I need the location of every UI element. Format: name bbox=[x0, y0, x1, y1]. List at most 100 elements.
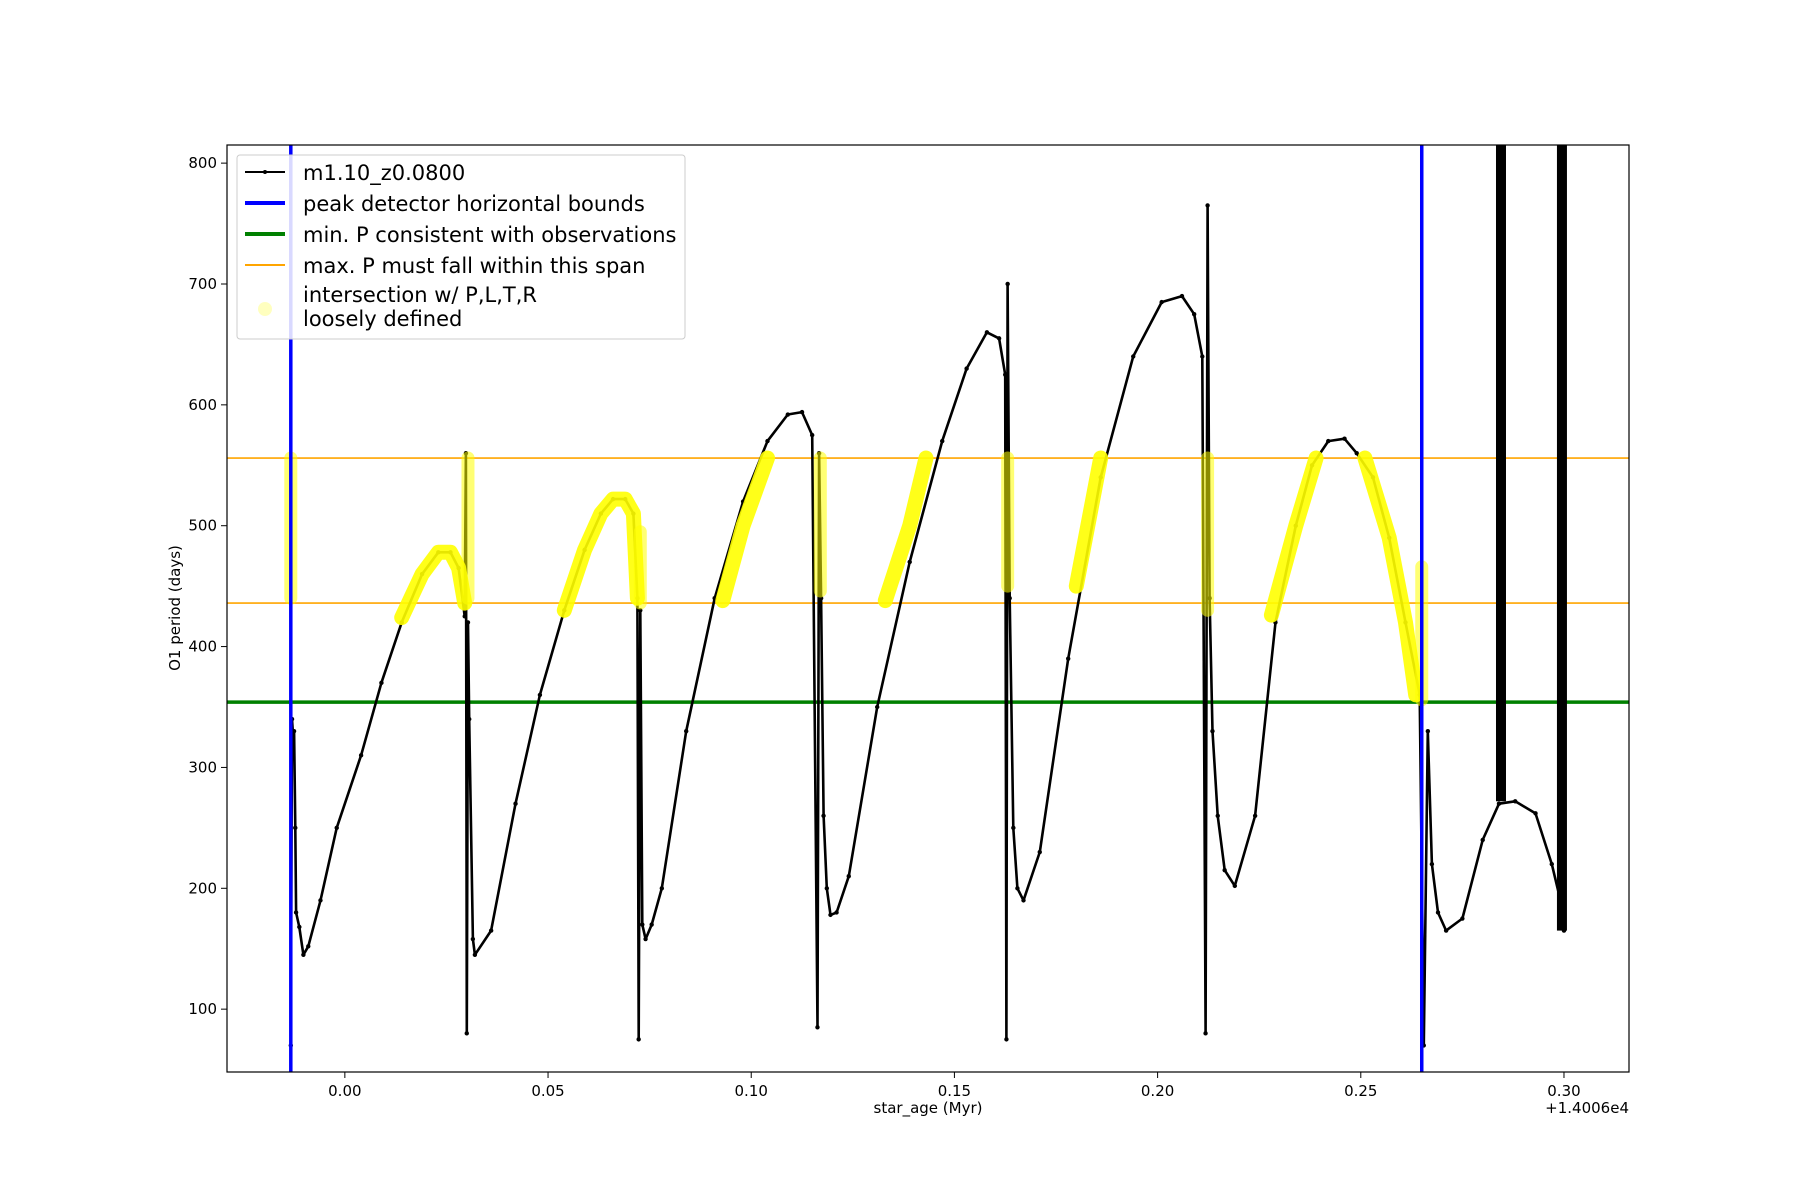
x-tick-label: 0.10 bbox=[735, 1082, 768, 1100]
series-point bbox=[1005, 281, 1010, 287]
x-tick-label: 0.00 bbox=[328, 1082, 361, 1100]
series-point bbox=[1429, 861, 1435, 867]
series-point bbox=[470, 936, 476, 942]
series-point bbox=[799, 409, 805, 415]
intersection-segment bbox=[715, 450, 775, 609]
series-point bbox=[1480, 837, 1485, 843]
intersection-segment bbox=[1068, 450, 1109, 594]
series-point bbox=[1200, 354, 1205, 359]
series-point bbox=[472, 952, 478, 957]
series-point bbox=[1533, 811, 1538, 816]
legend-label-minp: min. P consistent with observations bbox=[303, 223, 676, 247]
series-point bbox=[513, 801, 518, 806]
legend-swatch-intersection bbox=[258, 302, 272, 316]
series-point bbox=[828, 912, 833, 918]
series-point bbox=[464, 1031, 469, 1036]
series-point bbox=[684, 728, 689, 734]
series-point bbox=[1131, 354, 1136, 359]
intersection-segment bbox=[556, 491, 645, 618]
legend-label-series: m1.10_z0.0800 bbox=[303, 161, 465, 186]
series-point bbox=[907, 559, 912, 565]
series-point bbox=[1232, 883, 1238, 889]
series-point bbox=[643, 936, 648, 942]
y-axis-label: O1 period (days) bbox=[166, 545, 184, 671]
series-point bbox=[649, 922, 654, 927]
series-point bbox=[1203, 1031, 1208, 1036]
series-point bbox=[488, 928, 494, 933]
series-point bbox=[821, 813, 826, 818]
series-point bbox=[462, 614, 467, 619]
series-point bbox=[1443, 928, 1449, 933]
plot-frame bbox=[226, 144, 1630, 1073]
x-axis-label: star_age (Myr) bbox=[874, 1099, 983, 1118]
series-point bbox=[293, 910, 299, 915]
y-axis: 100 200 300 400 500 600 700 800 bbox=[188, 154, 227, 1018]
legend-label-maxp: max. P must fall within this span bbox=[303, 254, 645, 278]
plot-area bbox=[227, 145, 1629, 1072]
series-point bbox=[1066, 656, 1071, 661]
series-point bbox=[964, 366, 969, 371]
dense-oscillation-band bbox=[1556, 145, 1567, 931]
x-tick-label: 0.20 bbox=[1141, 1082, 1174, 1100]
series-point bbox=[834, 910, 839, 915]
y-tick-label: 300 bbox=[188, 758, 217, 776]
series-point bbox=[301, 952, 306, 957]
intersection-segment bbox=[394, 544, 473, 626]
series-point bbox=[1179, 293, 1185, 299]
y-tick-label: 800 bbox=[188, 154, 217, 172]
series-point bbox=[537, 692, 543, 698]
series-point bbox=[1003, 372, 1008, 377]
series-point bbox=[636, 1037, 641, 1042]
series-point bbox=[297, 924, 302, 930]
y-tick-label: 100 bbox=[188, 1000, 217, 1018]
series-point bbox=[940, 438, 945, 444]
x-axis: 0.00 0.05 0.10 0.15 0.20 0.25 0.30 bbox=[328, 1072, 1581, 1100]
legend-label-bounds: peak detector horizontal bounds bbox=[303, 192, 645, 216]
series-point bbox=[809, 432, 815, 438]
intersection-segment bbox=[1263, 450, 1324, 623]
series-point bbox=[293, 825, 298, 831]
series-point bbox=[379, 680, 384, 686]
series-point bbox=[1007, 596, 1012, 601]
y-tick-label: 400 bbox=[188, 638, 217, 656]
dense-oscillation-band bbox=[1495, 145, 1506, 802]
series-point bbox=[996, 336, 1002, 341]
series-point bbox=[815, 1025, 820, 1030]
series-point bbox=[1037, 849, 1042, 855]
series-point bbox=[1191, 312, 1197, 317]
series-point bbox=[465, 620, 471, 625]
legend: m1.10_z0.0800 peak detector horizontal b… bbox=[236, 154, 686, 340]
series-point bbox=[785, 412, 790, 417]
series-point bbox=[875, 704, 880, 710]
intersection-segment bbox=[1357, 450, 1424, 703]
legend-label-intersection: intersection w/ P,L,T,R loosely defined bbox=[303, 283, 537, 331]
series-point bbox=[1004, 1037, 1009, 1042]
series-point bbox=[334, 825, 339, 831]
series-point bbox=[1326, 438, 1331, 444]
series-point bbox=[640, 922, 645, 927]
x-tick-label: 0.30 bbox=[1547, 1082, 1580, 1100]
y-tick-label: 600 bbox=[188, 396, 217, 414]
y-tick-label: 500 bbox=[188, 517, 217, 535]
legend-frame bbox=[236, 154, 686, 340]
legend-swatch-series-marker bbox=[263, 170, 267, 174]
intersection-segment bbox=[877, 450, 934, 609]
series-point bbox=[1549, 861, 1554, 867]
series-point bbox=[291, 728, 297, 734]
series-point bbox=[1011, 825, 1016, 831]
series-point bbox=[765, 438, 770, 444]
series-point bbox=[1460, 916, 1465, 921]
series-point bbox=[467, 716, 472, 722]
series-point bbox=[1342, 436, 1347, 441]
series-point bbox=[306, 944, 311, 949]
y-tick-label: 700 bbox=[188, 275, 217, 293]
series-point bbox=[846, 874, 851, 879]
series-point bbox=[659, 886, 665, 891]
series-point bbox=[984, 330, 990, 335]
x-tick-label: 0.15 bbox=[938, 1082, 971, 1100]
series-point bbox=[1205, 203, 1210, 208]
series-point bbox=[1354, 450, 1359, 456]
series-point bbox=[1215, 813, 1220, 818]
series-point bbox=[1435, 910, 1441, 915]
